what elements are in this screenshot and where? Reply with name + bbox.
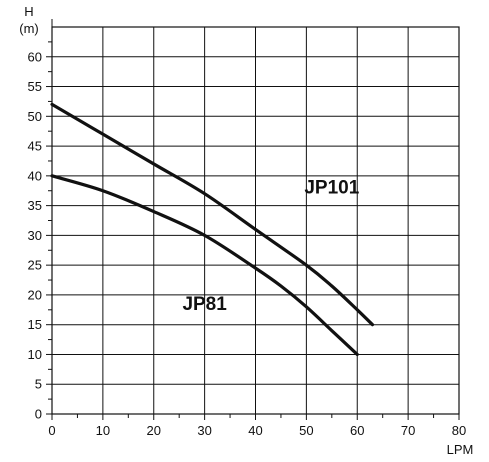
series-line-jp81 [50, 174, 359, 357]
series-lines [50, 102, 375, 357]
y-tick-label: 60 [28, 49, 42, 64]
y-tick-label: 0 [35, 407, 42, 422]
y-tick-label: 45 [28, 139, 42, 154]
series-label-jp101: JP101 [304, 178, 359, 199]
x-tick-label: 10 [96, 423, 110, 438]
y-tick-label: 40 [28, 168, 42, 183]
x-tick-label: 70 [401, 423, 415, 438]
x-tick-label: 20 [147, 423, 161, 438]
x-tick-label: 60 [350, 423, 364, 438]
x-axis-label: LPM [447, 442, 474, 457]
y-axis-label: H [24, 4, 33, 19]
y-tick-label: 30 [28, 228, 42, 243]
y-tick-label: 15 [28, 317, 42, 332]
labels: JP101 JP81 [182, 178, 359, 315]
grid [51, 26, 460, 415]
x-tick-label: 40 [248, 423, 262, 438]
y-tick-label: 5 [35, 377, 42, 392]
series-line-jp101 [50, 102, 375, 327]
y-tick-label: 55 [28, 79, 42, 94]
y-tick-label: 50 [28, 109, 42, 124]
y-tick-label: 10 [28, 347, 42, 362]
y-tick-label: 35 [28, 198, 42, 213]
x-tick-label: 30 [197, 423, 211, 438]
y-axis-unit: (m) [19, 21, 39, 36]
y-tick-label: 25 [28, 258, 42, 273]
x-tick-label: 50 [299, 423, 313, 438]
series-label-jp81: JP81 [182, 294, 227, 315]
y-tick-label: 20 [28, 287, 42, 302]
x-tick-label: 0 [48, 423, 55, 438]
x-tick-label: 80 [452, 423, 466, 438]
axes: 0 10 20 30 40 50 60 70 80 0 5 10 15 20 25 30 35 40 45 50 55 6… [28, 19, 466, 438]
